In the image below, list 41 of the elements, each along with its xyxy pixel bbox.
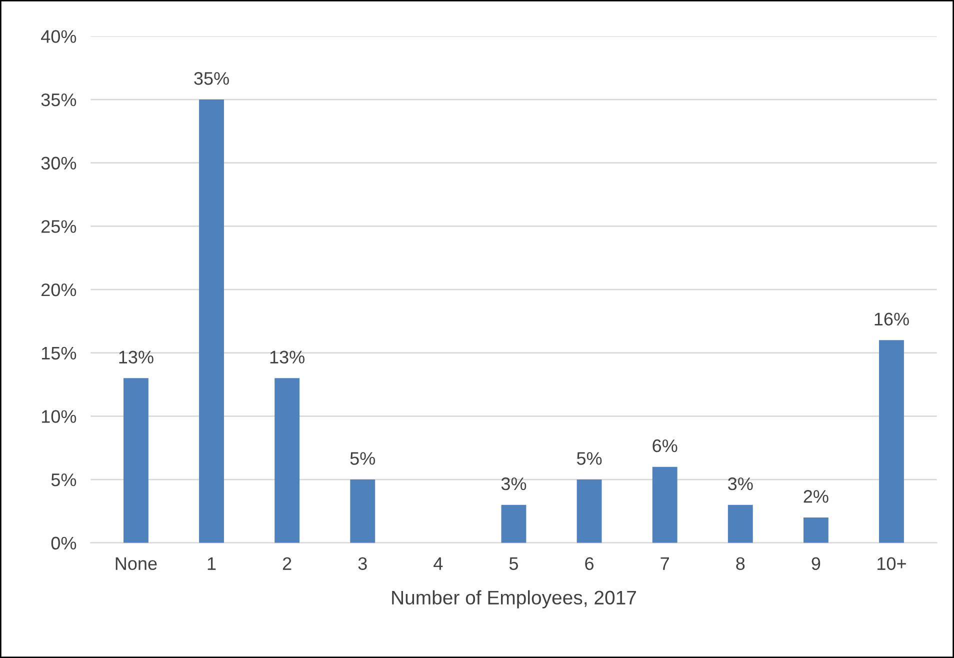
bar [350, 480, 376, 543]
bar [728, 504, 753, 543]
x-tick-label: 1 [208, 557, 216, 570]
bar [123, 378, 148, 543]
y-tick-label: 20% [42, 283, 76, 296]
bar [879, 340, 904, 543]
bar [501, 504, 526, 543]
x-tick-label: 7 [660, 557, 669, 570]
x-tick-label: 6 [585, 557, 594, 570]
x-axis-title: Number of Employees, 2017 [392, 590, 636, 608]
y-tick-label: 10% [42, 410, 76, 423]
x-tick-label: 4 [434, 557, 443, 570]
data-label: 16% [874, 312, 909, 326]
x-tick-label: 2 [282, 557, 292, 570]
bar [274, 378, 300, 543]
y-tick-label: 40% [41, 30, 76, 43]
data-label: 35% [194, 72, 229, 85]
y-tick-label: 35% [41, 93, 76, 106]
x-tick-label: 10+ [878, 557, 906, 570]
bar [199, 100, 224, 543]
data-label: 5% [576, 452, 602, 465]
x-tick-label: 3 [358, 557, 367, 570]
data-label: 3% [501, 477, 526, 490]
x-tick-label: 9 [812, 557, 820, 570]
y-tick-label: 15% [42, 346, 76, 360]
data-label: 13% [270, 350, 304, 364]
data-label: 13% [119, 350, 154, 364]
data-label: 5% [350, 452, 376, 465]
data-label: 6% [652, 439, 678, 452]
x-tick-label: 8 [736, 557, 745, 570]
data-label: 2% [804, 490, 828, 503]
x-tick-label: None [116, 557, 157, 570]
bar [576, 480, 602, 543]
y-tick-label: 25% [42, 220, 76, 233]
x-tick-label: 5 [509, 557, 518, 570]
bar [803, 518, 828, 543]
y-tick-label: 5% [51, 474, 76, 486]
y-tick-label: 30% [41, 156, 76, 170]
y-tick-label: 0% [51, 536, 76, 550]
bar [652, 466, 678, 543]
data-label: 3% [728, 477, 753, 490]
